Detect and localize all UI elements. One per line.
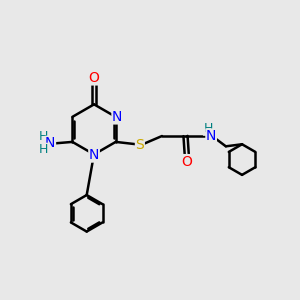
Text: O: O [182,154,192,169]
Text: N: N [89,148,99,162]
Text: N: N [112,110,122,124]
Text: S: S [136,138,144,152]
Text: O: O [88,71,100,85]
Text: N: N [206,129,216,143]
Text: H: H [39,143,49,156]
Text: H: H [203,122,213,135]
Text: H: H [39,130,49,143]
Text: N: N [45,136,56,150]
